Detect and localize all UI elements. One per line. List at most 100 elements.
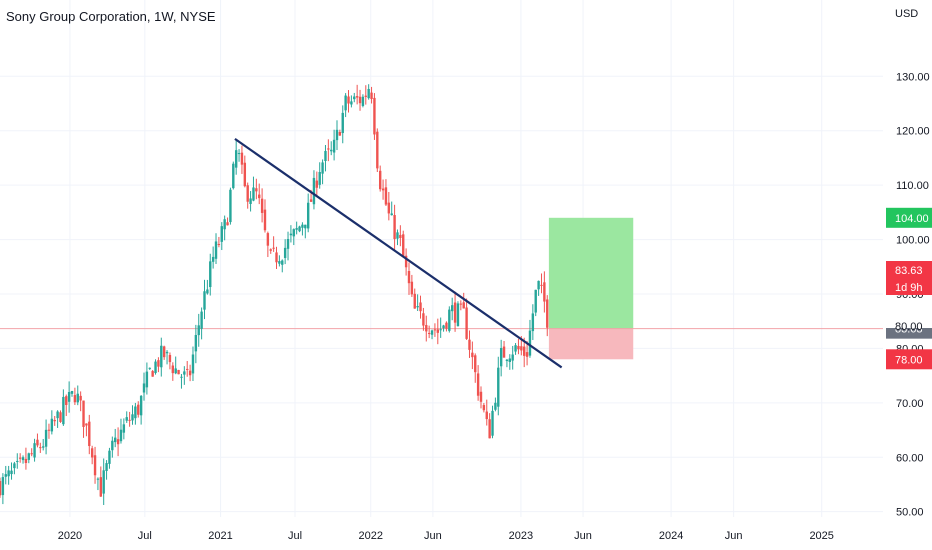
candle-body xyxy=(258,194,261,199)
y-tick-label: 130.00 xyxy=(896,71,930,83)
candle-body xyxy=(16,460,19,462)
candle-body xyxy=(24,458,28,464)
candle-body xyxy=(364,95,367,97)
candle-body xyxy=(79,395,82,401)
candle-body xyxy=(246,185,249,202)
current-price-tag: 83.63 xyxy=(895,265,923,277)
candle-body xyxy=(312,177,316,205)
candle-body xyxy=(165,351,169,354)
candle-body xyxy=(330,149,333,152)
candle-body xyxy=(174,368,177,374)
candle-body xyxy=(442,325,445,329)
candle-body xyxy=(211,256,215,262)
candle-body xyxy=(7,470,10,477)
candle-body xyxy=(416,306,419,308)
y-tick-label: 120.00 xyxy=(896,126,930,138)
candle-body xyxy=(543,282,546,302)
x-tick-label: Jun xyxy=(725,530,743,542)
candle-body xyxy=(410,281,414,295)
candle-body xyxy=(338,132,342,136)
y-tick-label: 60.00 xyxy=(896,452,924,464)
candle-body xyxy=(491,410,494,436)
candle-body xyxy=(62,396,65,425)
candle-body xyxy=(70,391,74,394)
candle-body xyxy=(260,198,264,213)
candle-body xyxy=(433,329,437,331)
candle-body xyxy=(200,311,203,329)
candle-body xyxy=(358,96,362,104)
candle-body xyxy=(137,404,140,415)
candle-body xyxy=(450,305,454,312)
candle-body xyxy=(194,334,198,352)
candle-body xyxy=(508,358,512,362)
x-tick-label: Jul xyxy=(138,530,152,542)
y-tick-label: 50.00 xyxy=(896,507,924,519)
candle-body xyxy=(4,474,7,477)
candle-body xyxy=(1,477,5,496)
candle-body xyxy=(88,421,91,447)
y-tick-label: 100.00 xyxy=(896,235,930,247)
candle-body xyxy=(171,365,175,374)
candle-body xyxy=(160,345,163,368)
candle-body xyxy=(378,170,382,190)
candle-body xyxy=(376,131,379,169)
candle-body xyxy=(327,148,330,150)
candle-body xyxy=(252,187,255,201)
candle-body xyxy=(229,189,232,223)
candle-body xyxy=(289,233,293,236)
candle-body xyxy=(430,330,434,335)
candle-body xyxy=(304,224,307,229)
candle-body xyxy=(269,249,272,251)
candle-body xyxy=(217,243,221,245)
candle-body xyxy=(390,213,393,216)
candle-body xyxy=(108,450,111,464)
candle-body xyxy=(370,92,373,99)
partial-price-tag: 80.00 xyxy=(895,321,923,333)
candle-body xyxy=(402,234,405,256)
candle-body xyxy=(350,101,353,105)
candle-body xyxy=(76,393,79,403)
candle-body xyxy=(537,280,540,290)
candle-body xyxy=(214,241,218,259)
x-tick-label: 2024 xyxy=(659,530,683,542)
candle-body xyxy=(180,376,183,378)
candle-body xyxy=(203,291,206,310)
candle-body xyxy=(177,369,180,375)
candle-body xyxy=(341,112,344,134)
candle-body xyxy=(263,209,267,231)
candle-body xyxy=(283,247,287,258)
candle-body xyxy=(183,371,186,375)
candle-body xyxy=(122,424,126,433)
candle-body xyxy=(128,419,131,421)
candle-body xyxy=(361,96,365,106)
candle-body xyxy=(93,455,97,476)
trendline xyxy=(234,137,563,369)
countdown-tag: 1d 9h xyxy=(895,282,923,294)
candle-body xyxy=(367,88,370,99)
x-tick-label: 2022 xyxy=(358,530,382,542)
candle-body xyxy=(30,453,33,455)
target-price-tag-bg xyxy=(886,207,932,228)
candle-body xyxy=(223,219,226,230)
candle-body xyxy=(139,395,143,416)
candle-body xyxy=(44,429,48,447)
stop-zone xyxy=(548,328,634,360)
target-zone xyxy=(548,217,634,329)
candle-body xyxy=(186,368,189,370)
candle-body xyxy=(335,129,339,141)
candle-body xyxy=(145,371,149,388)
candle-body xyxy=(249,198,252,204)
stop-price-tag-bg xyxy=(886,349,932,370)
candle-body xyxy=(505,359,509,362)
candle-body xyxy=(33,443,36,458)
candle-body xyxy=(413,293,416,309)
candle-body xyxy=(499,347,503,367)
candle-body xyxy=(306,202,310,229)
candle-body xyxy=(125,417,128,421)
candle-body xyxy=(404,255,408,268)
candle-body xyxy=(373,97,376,135)
x-tick-label: 2021 xyxy=(208,530,232,542)
candle-body xyxy=(151,371,154,377)
candle-body xyxy=(142,383,146,393)
